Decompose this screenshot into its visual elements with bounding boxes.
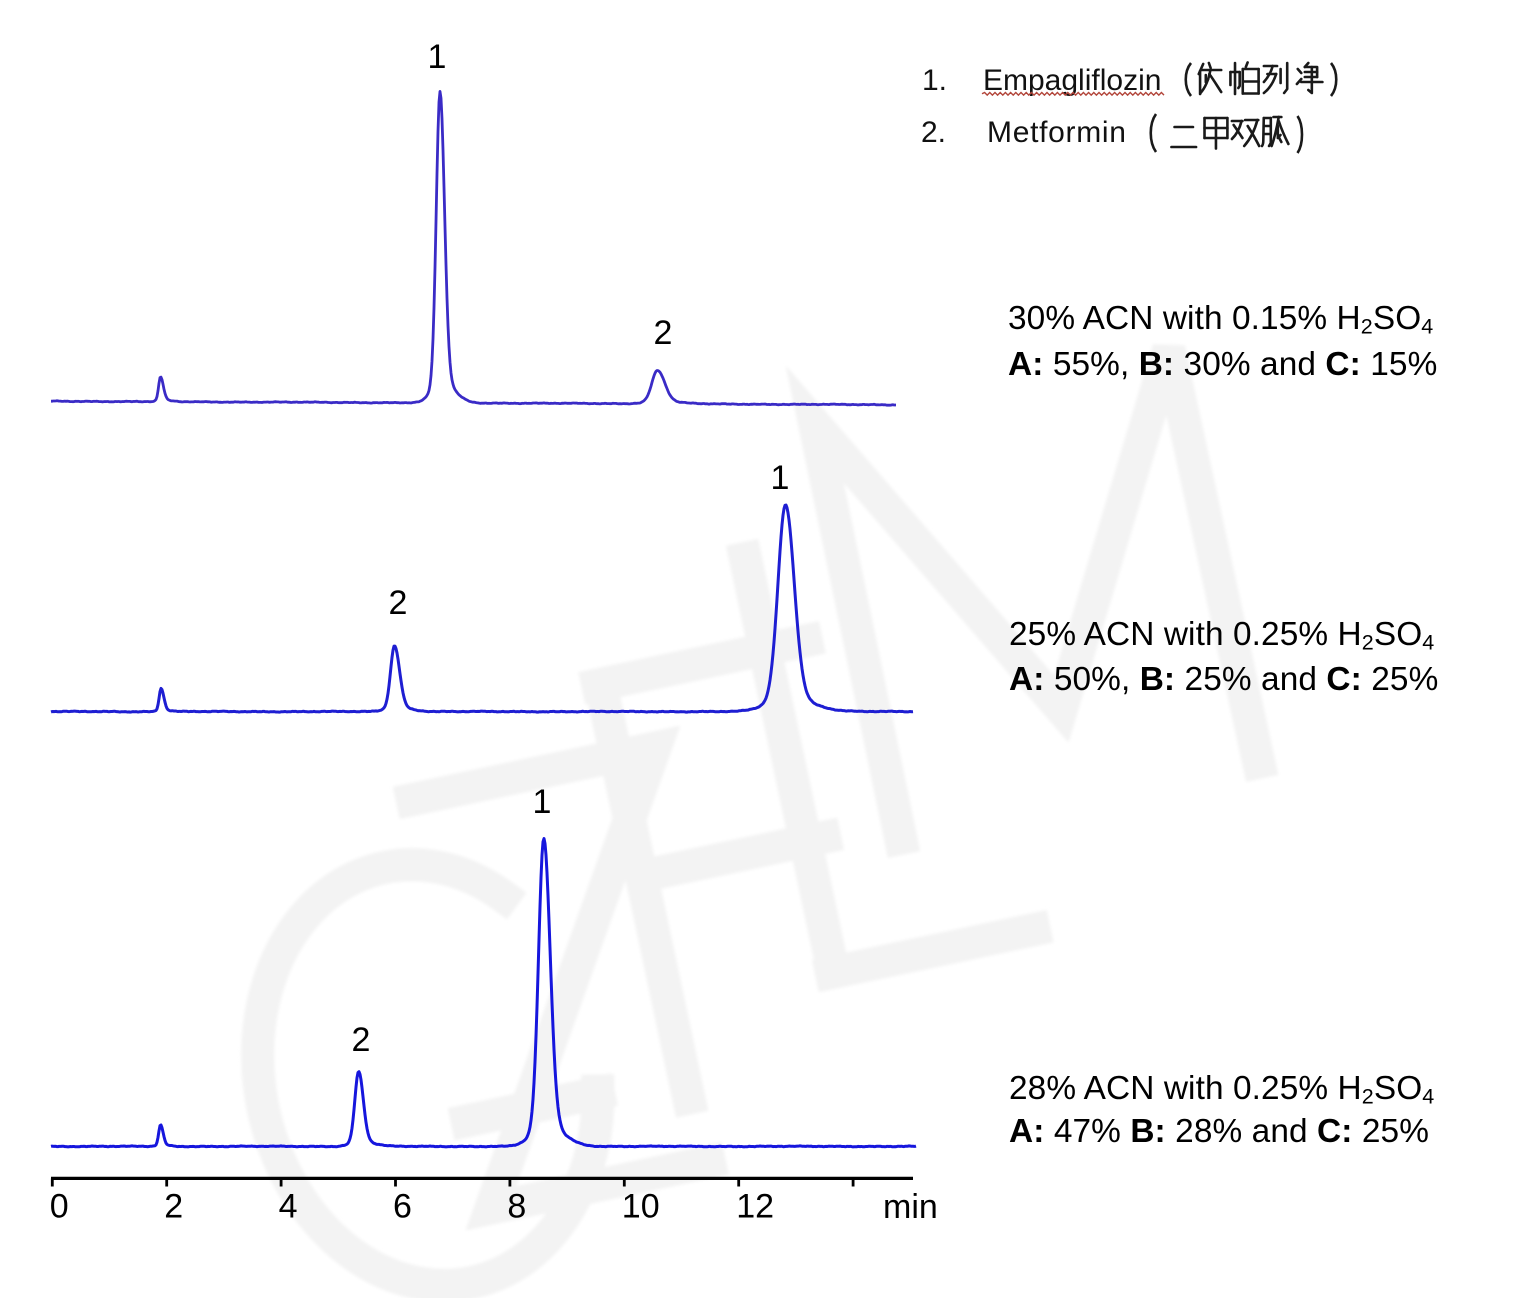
svg-text:2: 2 <box>389 584 408 622</box>
svg-text:1: 1 <box>428 38 447 76</box>
svg-text:min: min <box>883 1188 938 1226</box>
svg-text:1: 1 <box>533 783 552 821</box>
svg-text:A: 50%, B: 25% and C: 25%: A: 50%, B: 25% and C: 25% <box>1009 661 1438 698</box>
svg-text:1.: 1. <box>922 64 947 97</box>
svg-text:0: 0 <box>50 1188 69 1226</box>
svg-text:2: 2 <box>654 314 673 352</box>
svg-text:1: 1 <box>771 459 790 497</box>
svg-text:A: 55%, B: 30% and C: 15%: A: 55%, B: 30% and C: 15% <box>1008 346 1437 383</box>
svg-text:2.: 2. <box>921 116 946 149</box>
svg-text:10: 10 <box>622 1188 660 1226</box>
svg-text:Empagliflozin: Empagliflozin <box>983 64 1161 97</box>
svg-text:A: 47% B: 28% and C: 25%: A: 47% B: 28% and C: 25% <box>1009 1113 1429 1150</box>
svg-text:2: 2 <box>352 1021 371 1059</box>
svg-text:12: 12 <box>736 1188 774 1226</box>
svg-text:6: 6 <box>393 1188 412 1226</box>
svg-text:28% ACN with 0.25% H2SO4: 28% ACN with 0.25% H2SO4 <box>1009 1070 1434 1109</box>
svg-text:25% ACN with 0.25% H2SO4: 25% ACN with 0.25% H2SO4 <box>1009 616 1434 655</box>
svg-text:4: 4 <box>279 1188 298 1226</box>
svg-text:8: 8 <box>507 1188 526 1226</box>
svg-text:30% ACN with 0.15% H2SO4: 30% ACN with 0.15% H2SO4 <box>1008 300 1433 339</box>
svg-text:Metformin: Metformin <box>987 116 1127 149</box>
svg-text:2: 2 <box>164 1188 183 1226</box>
